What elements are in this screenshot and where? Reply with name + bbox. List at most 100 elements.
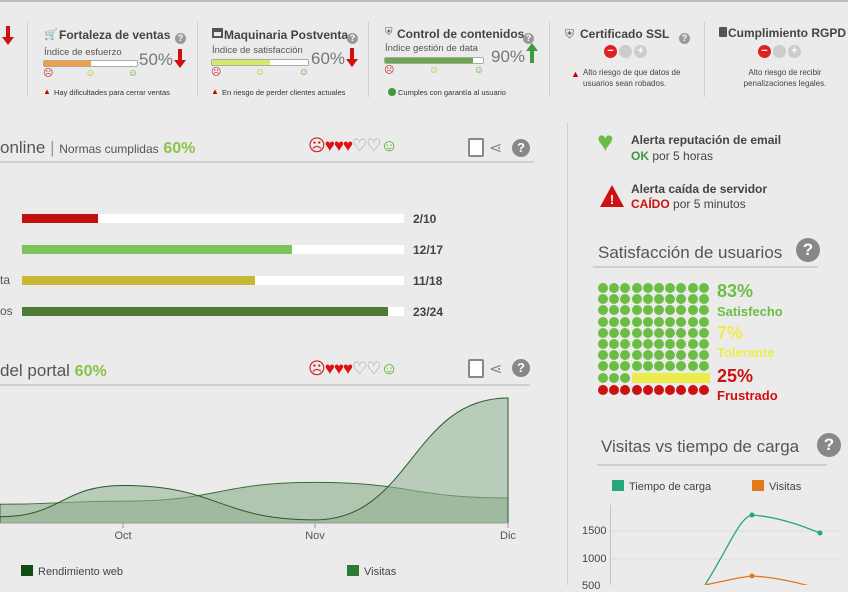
machine-icon [212,28,223,38]
satisfaction-dot [631,327,642,338]
satisfaction-dot [665,294,676,305]
legend-tiempo-carga[interactable]: Tiempo de carga [612,480,711,493]
help-icon[interactable]: ? [512,139,530,157]
help-icon[interactable]: ? [347,28,358,46]
satisfied-percent: 83% [717,281,754,301]
satisfaction-dot [642,294,653,305]
satisfaction-dot [598,283,608,293]
satisfied-label: Satisfecho [717,304,783,319]
alert-title: Alerta caída de servidor [631,182,768,196]
help-icon[interactable]: ? [512,359,530,377]
kpi-warning: Cumples con garantía al usuario [398,88,506,97]
row-label: ta [0,273,11,287]
satisfaction-dot [698,294,709,305]
alert-title: Alerta reputación de email [631,133,782,147]
help-icon[interactable]: ? [679,28,690,46]
face-icons: ☹ ☺ ☺ [211,67,309,78]
data-point [749,512,755,518]
warning-icon: ! [600,185,624,207]
separator [704,22,705,97]
satisfaction-dot [665,361,676,372]
tolerant-label: Tolerante [717,345,775,360]
tolerant-percent: 7% [717,323,744,343]
satisfaction-dot [631,283,642,293]
kpi-title: Maquinaria Postventa [224,28,349,42]
kpi-title: Fortaleza de ventas [59,28,171,42]
satisfaction-dot [598,372,608,383]
satisfaction-dot [654,350,664,361]
face-icons: ☹ ☺ ☺ [43,68,138,79]
warning-icon: ▲ [571,69,580,79]
satisfaction-dot [631,361,642,372]
legend-rendimiento[interactable]: Rendimiento web [21,565,123,578]
warning-icon: ▲ [211,87,219,96]
help-icon[interactable]: ? [175,28,186,46]
legend-visitas[interactable]: Visitas [347,565,396,578]
frustrated-label: Frustrado [717,388,778,403]
progress-value: 11/18 [413,274,443,288]
row-label: os [0,304,13,318]
satisfaction-dot [598,350,608,361]
satisfaction-dot [642,384,653,395]
satisfaction-dot [620,283,631,293]
toggle-dots: − + [758,45,801,58]
satisfaction-dot [654,372,666,383]
satisfaction-dot [609,372,620,383]
satisfaction-dot-grid [598,283,710,405]
alert-status: CAÍDO por 5 minutos [631,197,746,211]
share-icon[interactable]: ⋖ [489,361,503,378]
shield-check-icon: ⛨ [565,27,575,41]
satisfaction-dot [631,305,642,316]
satisfaction-dot [620,339,631,349]
satisfaction-dot [654,294,664,305]
satisfaction-dot [687,327,698,338]
progress-value: 23/24 [413,305,444,319]
legend-visitas-b[interactable]: Visitas [752,480,801,493]
visits-line-chart [610,505,840,585]
satisfaction-dot [698,350,709,361]
clipboard-icon[interactable] [468,138,484,157]
kpi-progress [43,60,138,67]
y-tick: 500 [582,580,601,592]
satisfaction-dot [687,350,698,361]
satisfaction-dot [642,305,653,316]
progress-bar [22,245,404,254]
x-tick-label: Nov [305,530,325,542]
kpi-subtitle: Índice de esfuerzo [44,47,122,58]
kpi-warning: Hay dificultades para cerrar ventas [54,88,170,97]
section-divider [593,266,818,268]
satisfaction-dot [654,283,664,293]
x-tick-label: Dic [500,530,516,542]
kpi-percent: 60% [311,49,346,68]
progress-bar [22,276,404,285]
x-tick-label: Oct [114,530,131,542]
satisfaction-dot [609,339,620,349]
help-icon[interactable]: ? [796,238,820,262]
satisfaction-dot [687,294,698,305]
satisfaction-dot [698,372,710,383]
kpi-subtitle: Índice gestión de data [385,43,478,54]
satisfaction-dot [631,384,642,395]
satisfaction-dot [609,294,620,305]
satisfaction-dot [642,283,653,293]
kpi-percent: 90% [491,47,526,66]
satisfaction-dot [698,384,709,395]
satisfaction-dot [598,294,608,305]
share-icon[interactable]: ⋖ [489,140,503,157]
separator [27,22,28,97]
satisfaction-dot [642,372,654,383]
satisfaction-dot [676,327,687,338]
alert-status: OK por 5 horas [631,149,714,163]
clipboard-icon[interactable] [468,359,484,378]
help-icon[interactable]: ? [523,28,534,46]
satisfaction-dot [642,350,653,361]
separator [368,22,369,97]
satisfaction-dot [620,372,631,383]
satisfaction-dot [654,339,664,349]
help-icon[interactable]: ? [817,433,841,457]
satisfaction-dot [665,339,676,349]
visitas-line [704,575,809,585]
satisfaction-dot [687,361,698,372]
satisfaction-dot [642,361,653,372]
cart-icon: 🛒 [44,29,58,41]
